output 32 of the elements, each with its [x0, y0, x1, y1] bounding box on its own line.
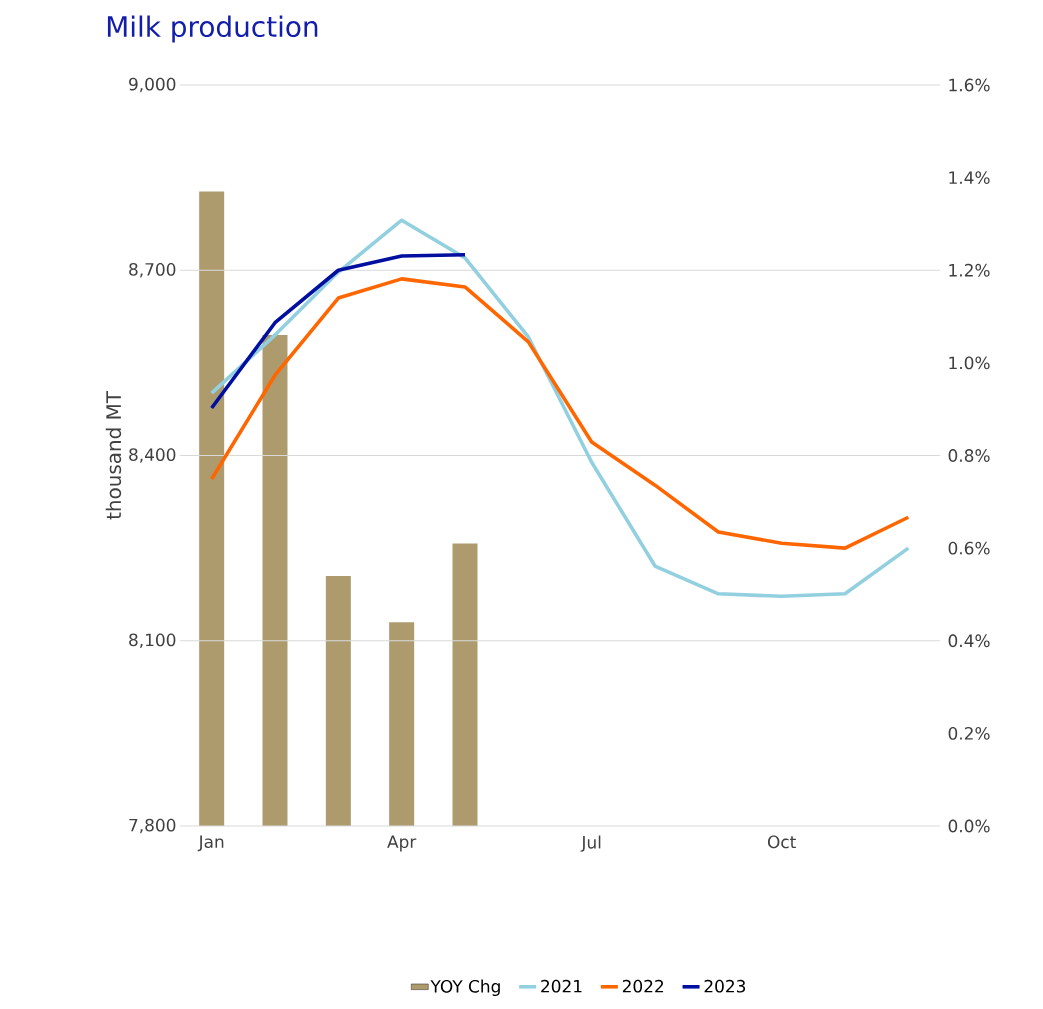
y-tick-label: 7,800 [129, 818, 176, 834]
y-axis-title: thousand MT [105, 391, 122, 520]
y2-tick-label: 1.0% [949, 356, 990, 370]
bar [452, 543, 478, 826]
y-tick-label: 8,700 [129, 262, 176, 278]
x-tick-label: Apr [387, 835, 417, 852]
y2-tick-label: 0.0% [948, 819, 990, 833]
legend-label: 2021 [541, 979, 582, 993]
line-series [209, 277, 911, 550]
y2-tick-label: 1.2% [949, 263, 990, 277]
chart-title: Milk production [107, 15, 318, 43]
y2-tick-label: 0.8% [948, 449, 990, 462]
y2-tick-label: 0.6% [948, 541, 990, 555]
y2-tick-label: 1.6% [949, 78, 990, 92]
y-tick-label: 8,400 [129, 448, 176, 463]
bar [262, 335, 288, 826]
x-tick-label: Jul [580, 835, 601, 852]
y2-tick-label: 0.2% [948, 726, 990, 740]
legend-label: 2023 [704, 979, 746, 993]
bar [325, 575, 351, 826]
y2-tick-label: 0.4% [948, 634, 990, 648]
bar [199, 191, 225, 826]
line-series [209, 218, 911, 599]
legend-label: YOY Chg [430, 979, 500, 996]
legend-label: 2022 [622, 979, 664, 993]
bar [389, 622, 415, 826]
y2-tick-label: 1.4% [949, 171, 990, 185]
y-tick-label: 8,100 [129, 633, 176, 649]
line-series [209, 253, 467, 410]
x-tick-label: Oct [767, 835, 796, 849]
x-tick-label: Jan [197, 835, 224, 852]
y-tick-label: 9,000 [129, 77, 176, 93]
